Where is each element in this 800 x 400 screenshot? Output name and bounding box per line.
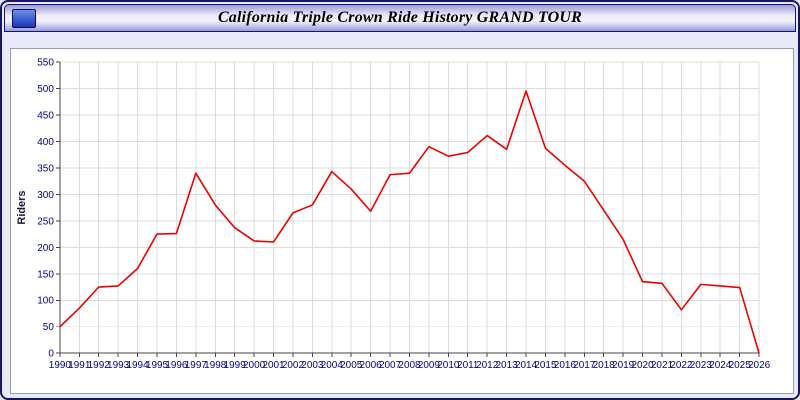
y-tick-label: 150 bbox=[37, 269, 54, 280]
x-tick-label: 2006 bbox=[360, 360, 383, 371]
y-tick-label: 100 bbox=[37, 296, 54, 307]
x-tick-label: 2019 bbox=[612, 360, 635, 371]
series-riders bbox=[59, 90, 760, 354]
y-tick-label: 550 bbox=[37, 57, 54, 68]
x-tick-label: 1992 bbox=[88, 360, 111, 371]
x-tick-label: 2002 bbox=[282, 360, 305, 371]
x-tick-label: 2001 bbox=[262, 360, 285, 371]
y-tick-label: 300 bbox=[37, 190, 54, 201]
x-tick-label: 2009 bbox=[418, 360, 441, 371]
x-tick-label: 2008 bbox=[398, 360, 421, 371]
window-icon bbox=[12, 9, 36, 28]
x-tick-label: 1997 bbox=[185, 360, 208, 371]
x-tick-label: 2015 bbox=[534, 360, 557, 371]
x-tick-label: 2020 bbox=[631, 360, 654, 371]
x-tick-label: 2024 bbox=[709, 360, 732, 371]
y-tick-label: 0 bbox=[48, 349, 54, 360]
x-tick-label: 2007 bbox=[379, 360, 402, 371]
x-tick-label: 2004 bbox=[321, 360, 344, 371]
y-tick-label: 200 bbox=[37, 243, 54, 254]
x-tick-label: 2000 bbox=[243, 360, 266, 371]
chart-panel: 0 50 100 150 200 250 300 350 400 450 500 550 1990 199… bbox=[10, 48, 794, 394]
window-titlebar: California Triple Crown Ride History GRA… bbox=[4, 4, 796, 32]
x-tick-label: 2014 bbox=[515, 360, 538, 371]
x-tick-label: 2005 bbox=[340, 360, 363, 371]
riders-line-chart: 0501001502002503003504004505005501990199… bbox=[16, 57, 771, 371]
y-tick-label: 450 bbox=[37, 110, 54, 121]
x-tick-label: 1998 bbox=[204, 360, 227, 371]
x-tick-label: 1994 bbox=[126, 360, 149, 371]
x-tick-label: 2018 bbox=[593, 360, 616, 371]
x-tick-label: 2017 bbox=[573, 360, 596, 371]
x-tick-label: 2012 bbox=[476, 360, 499, 371]
x-tick-label: 2013 bbox=[496, 360, 519, 371]
x-tick-label: 1990 bbox=[49, 360, 72, 371]
y-tick-label: 50 bbox=[43, 322, 55, 333]
x-tick-label: 1996 bbox=[165, 360, 188, 371]
window-title: California Triple Crown Ride History GRA… bbox=[217, 9, 583, 26]
x-tick-label: 1999 bbox=[224, 360, 247, 371]
y-tick-label: 250 bbox=[37, 216, 54, 227]
y-tick-label: 350 bbox=[37, 163, 54, 174]
x-tick-label: 2016 bbox=[554, 360, 577, 371]
y-axis-title: Riders bbox=[16, 191, 28, 225]
x-tick-label: 1991 bbox=[68, 360, 91, 371]
y-tick-label: 400 bbox=[37, 137, 54, 148]
x-tick-label: 1993 bbox=[107, 360, 130, 371]
x-tick-label: 2011 bbox=[457, 360, 479, 371]
x-tick-label: 2023 bbox=[690, 360, 713, 371]
x-tick-label: 1995 bbox=[146, 360, 169, 371]
x-tick-label: 2025 bbox=[729, 360, 752, 371]
x-tick-label: 2010 bbox=[437, 360, 460, 371]
x-tick-label: 2003 bbox=[301, 360, 324, 371]
y-tick-label: 500 bbox=[37, 84, 54, 95]
x-tick-label: 2022 bbox=[670, 360, 693, 371]
x-tick-label: 2026 bbox=[748, 360, 771, 371]
x-tick-label: 2021 bbox=[651, 360, 674, 371]
